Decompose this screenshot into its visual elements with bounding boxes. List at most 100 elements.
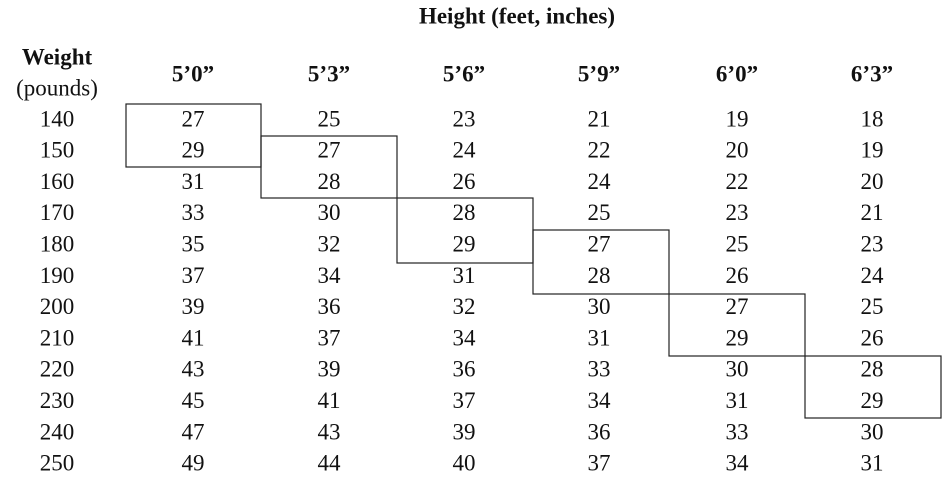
- value-cell: 30: [588, 294, 611, 319]
- column-header: 5’9”: [578, 61, 620, 86]
- value-cell: 32: [453, 294, 476, 319]
- weight-cell: 200: [40, 294, 75, 319]
- value-cell: 34: [453, 325, 477, 350]
- value-cell: 41: [318, 388, 341, 413]
- value-cell: 22: [588, 138, 611, 163]
- value-cell: 40: [453, 451, 476, 476]
- value-cell: 19: [726, 106, 749, 131]
- value-cell: 30: [861, 419, 884, 444]
- value-cell: 19: [861, 138, 884, 163]
- value-cell: 25: [318, 106, 341, 131]
- highlight-box: [668, 293, 806, 357]
- weight-cell: 250: [40, 451, 75, 476]
- highlight-box: [804, 355, 942, 419]
- weight-cell: 210: [40, 325, 75, 350]
- value-cell: 21: [588, 106, 611, 131]
- value-cell: 24: [861, 263, 885, 288]
- value-cell: 37: [318, 325, 341, 350]
- value-cell: 18: [861, 106, 884, 131]
- value-cell: 27: [588, 231, 611, 256]
- value-cell: 25: [726, 231, 749, 256]
- weight-cell: 160: [40, 169, 75, 194]
- value-cell: 30: [726, 357, 749, 382]
- value-cell: 39: [453, 419, 476, 444]
- value-cell: 29: [182, 138, 205, 163]
- value-cell: 34: [726, 451, 750, 476]
- corner-label: Weight: [22, 44, 93, 69]
- value-cell: 39: [318, 357, 341, 382]
- value-cell: 25: [588, 200, 611, 225]
- column-header: 5’3”: [308, 61, 350, 86]
- value-cell: 23: [726, 200, 749, 225]
- value-cell: 41: [182, 325, 205, 350]
- value-cell: 22: [726, 169, 749, 194]
- value-cell: 43: [318, 419, 341, 444]
- value-cell: 20: [861, 169, 884, 194]
- value-cell: 39: [182, 294, 205, 319]
- value-cell: 34: [588, 388, 612, 413]
- value-cell: 28: [453, 200, 476, 225]
- value-cell: 44: [318, 451, 342, 476]
- value-cell: 37: [588, 451, 611, 476]
- corner-sublabel: (pounds): [16, 75, 98, 100]
- value-cell: 31: [453, 263, 476, 288]
- value-cell: 25: [861, 294, 884, 319]
- value-cell: 36: [318, 294, 341, 319]
- value-cell: 28: [588, 263, 611, 288]
- value-cell: 21: [861, 200, 884, 225]
- value-cell: 26: [726, 263, 749, 288]
- value-cell: 31: [861, 451, 884, 476]
- value-cell: 33: [588, 357, 611, 382]
- value-cell: 43: [182, 357, 205, 382]
- value-cell: 32: [318, 231, 341, 256]
- column-header: 6’3”: [851, 61, 893, 86]
- value-cell: 26: [453, 169, 476, 194]
- value-cell: 36: [588, 419, 611, 444]
- value-cell: 28: [861, 357, 884, 382]
- value-cell: 33: [726, 419, 749, 444]
- weight-cell: 140: [40, 106, 75, 131]
- value-cell: 23: [861, 231, 884, 256]
- highlight-box: [532, 229, 670, 295]
- value-cell: 27: [726, 294, 749, 319]
- value-cell: 31: [726, 388, 749, 413]
- highlight-box: [260, 135, 398, 199]
- value-cell: 28: [318, 169, 341, 194]
- value-cell: 37: [182, 263, 205, 288]
- value-cell: 29: [726, 325, 749, 350]
- value-cell: 20: [726, 138, 749, 163]
- column-header: 5’0”: [172, 61, 214, 86]
- value-cell: 37: [453, 388, 476, 413]
- value-cell: 27: [182, 106, 205, 131]
- highlight-boxes: [125, 103, 942, 419]
- weight-cell: 190: [40, 263, 75, 288]
- weight-cell: 230: [40, 388, 75, 413]
- weight-cell: 170: [40, 200, 75, 225]
- value-cell: 45: [182, 388, 205, 413]
- value-cell: 23: [453, 106, 476, 131]
- column-header: 5’6”: [443, 61, 485, 86]
- value-cell: 31: [182, 169, 205, 194]
- weight-cell: 240: [40, 419, 75, 444]
- value-cell: 24: [453, 138, 477, 163]
- value-cell: 26: [861, 325, 884, 350]
- value-cell: 35: [182, 231, 205, 256]
- value-cell: 31: [588, 325, 611, 350]
- value-cell: 29: [453, 231, 476, 256]
- weight-cell: 180: [40, 231, 75, 256]
- value-cell: 29: [861, 388, 884, 413]
- value-cell: 47: [182, 419, 205, 444]
- weight-cell: 150: [40, 138, 75, 163]
- value-cell: 27: [318, 138, 341, 163]
- table-title: Height (feet, inches): [419, 3, 615, 28]
- value-cell: 33: [182, 200, 205, 225]
- weight-cell: 220: [40, 357, 75, 382]
- column-header: 6’0”: [716, 61, 758, 86]
- value-cell: 34: [318, 263, 342, 288]
- value-cell: 49: [182, 451, 205, 476]
- value-cell: 24: [588, 169, 612, 194]
- value-cell: 36: [453, 357, 476, 382]
- value-cell: 30: [318, 200, 341, 225]
